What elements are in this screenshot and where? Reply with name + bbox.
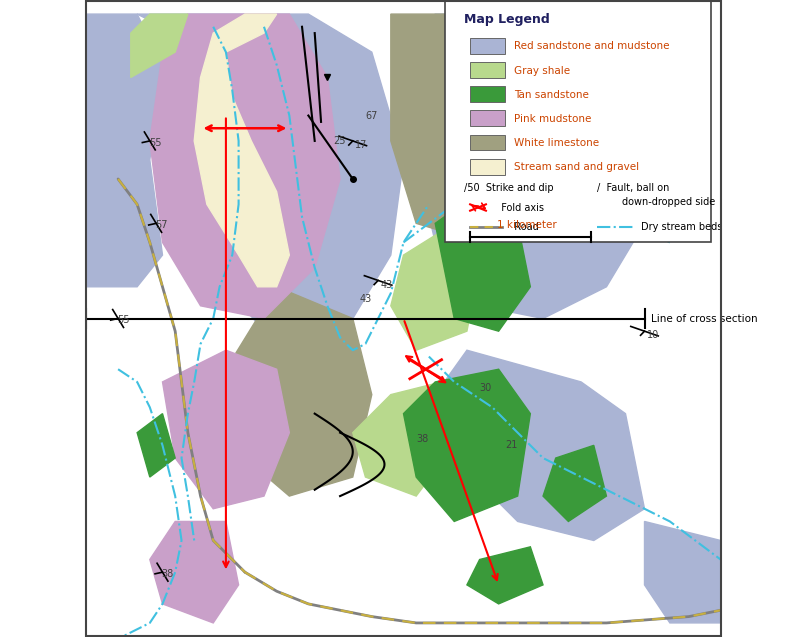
Text: 1 kilometer: 1 kilometer [497, 220, 557, 230]
Polygon shape [391, 224, 479, 350]
Text: 21: 21 [505, 440, 517, 450]
Polygon shape [435, 350, 645, 540]
Polygon shape [226, 287, 372, 496]
Text: 43: 43 [381, 280, 393, 290]
FancyBboxPatch shape [470, 62, 505, 78]
Text: 67: 67 [366, 111, 378, 120]
FancyBboxPatch shape [470, 110, 505, 126]
Text: Tan sandstone: Tan sandstone [515, 90, 589, 99]
Polygon shape [137, 14, 403, 350]
Text: 55: 55 [117, 315, 129, 325]
Text: 38: 38 [161, 569, 174, 579]
Text: /  Fault, ball on: / Fault, ball on [597, 183, 669, 194]
Text: 30: 30 [479, 383, 491, 393]
Text: Pink mudstone: Pink mudstone [515, 114, 592, 124]
Polygon shape [435, 192, 530, 331]
Polygon shape [150, 522, 239, 623]
Text: 38: 38 [416, 434, 429, 444]
Text: Line of cross section: Line of cross section [651, 313, 758, 324]
Polygon shape [194, 14, 290, 287]
Polygon shape [137, 413, 175, 477]
Text: Dry stream beds: Dry stream beds [642, 222, 723, 231]
Text: 10: 10 [647, 331, 659, 340]
Polygon shape [543, 445, 606, 522]
Polygon shape [162, 350, 290, 509]
Polygon shape [86, 14, 162, 287]
Text: Red sandstone and mudstone: Red sandstone and mudstone [515, 41, 670, 52]
Polygon shape [131, 14, 188, 78]
Text: 25: 25 [334, 136, 346, 146]
Polygon shape [404, 369, 530, 522]
Polygon shape [391, 14, 562, 243]
FancyBboxPatch shape [470, 38, 505, 54]
Text: down-dropped side: down-dropped side [622, 197, 716, 208]
Text: Stream sand and gravel: Stream sand and gravel [515, 162, 640, 172]
Text: /50  Strike and dip: /50 Strike and dip [464, 183, 554, 194]
Text: Gray shale: Gray shale [515, 66, 571, 76]
Polygon shape [416, 14, 657, 318]
FancyBboxPatch shape [470, 134, 505, 150]
Text: Road: Road [508, 222, 539, 231]
Polygon shape [467, 547, 543, 604]
Text: Map Legend: Map Legend [464, 13, 550, 26]
FancyBboxPatch shape [470, 87, 505, 102]
Text: White limestone: White limestone [515, 138, 600, 148]
FancyBboxPatch shape [445, 1, 711, 243]
Text: 17: 17 [355, 140, 367, 150]
Text: 57: 57 [155, 220, 168, 230]
Text: Fold axis: Fold axis [495, 203, 545, 213]
Text: N: N [544, 35, 555, 49]
Text: 55: 55 [148, 138, 161, 148]
Polygon shape [645, 522, 721, 623]
Text: 43: 43 [359, 294, 371, 304]
FancyBboxPatch shape [470, 159, 505, 175]
Polygon shape [150, 14, 340, 318]
Polygon shape [353, 382, 454, 496]
